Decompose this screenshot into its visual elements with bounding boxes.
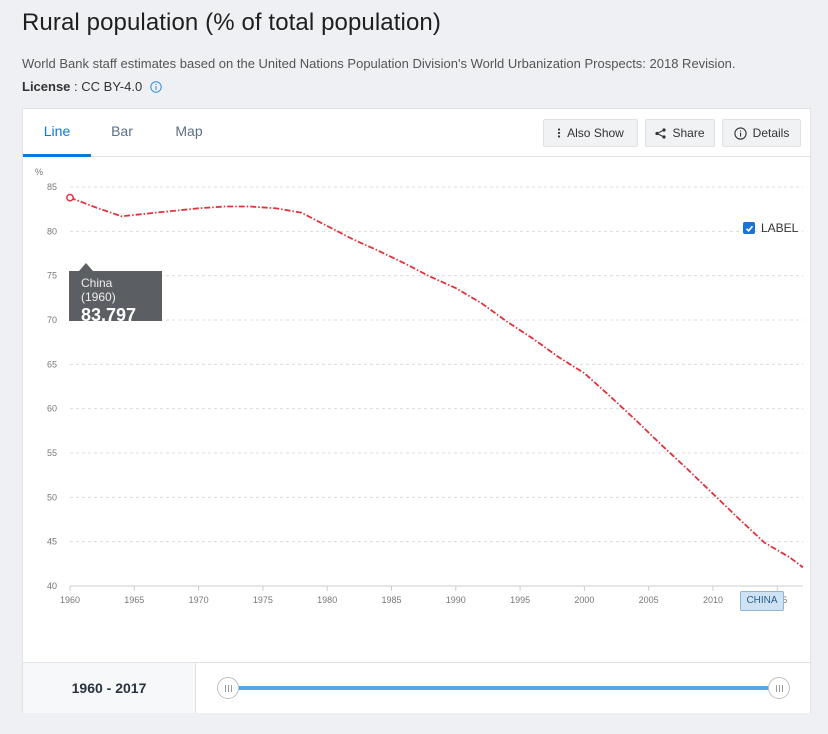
y-tick-label: 85 — [47, 182, 57, 192]
x-tick-label: 1975 — [253, 595, 273, 605]
label-toggle[interactable]: LABEL — [743, 221, 798, 235]
license-row: License : CC BY-4.0 — [22, 79, 162, 94]
x-tick-label: 1995 — [510, 595, 530, 605]
tab-bar[interactable]: Bar — [111, 123, 133, 139]
x-tick-label: 2005 — [639, 595, 659, 605]
share-label: Share — [672, 126, 705, 140]
y-axis-label: % — [35, 167, 43, 177]
range-slider-track[interactable] — [229, 686, 779, 690]
line-chart: 40 45 50 55 60 65 70 75 80 85% 1960 1965 1970 1975 198… — [35, 167, 804, 605]
label-toggle-text: LABEL — [761, 221, 799, 235]
y-tick-label: 55 — [47, 448, 57, 458]
more-vertical-icon — [558, 128, 561, 138]
range-slider-end-handle[interactable] — [768, 677, 790, 699]
y-tick-label: 60 — [47, 404, 57, 414]
time-range-footer: 1960 - 2017 — [23, 662, 810, 713]
tab-map[interactable]: Map — [175, 123, 203, 139]
chart-area: 40 45 50 55 60 65 70 75 80 85% 1960 1965 1970 1975 198… — [23, 158, 810, 662]
x-tick-label: 1970 — [189, 595, 209, 605]
chart-panel: Line Bar Map Also Show Share Details 40 4… — [22, 108, 811, 713]
license-separator: : — [70, 79, 82, 94]
tooltip-name: China (1960) — [81, 276, 116, 304]
y-tick-label: 80 — [47, 226, 57, 236]
x-tick-label: 2010 — [703, 595, 723, 605]
x-tick-label: 1990 — [446, 595, 466, 605]
indicator-description: World Bank staff estimates based on the … — [22, 56, 736, 71]
x-tick-label: 1980 — [317, 595, 337, 605]
y-tick-label: 45 — [47, 537, 57, 547]
range-slider-start-handle[interactable] — [217, 677, 239, 699]
y-tick-label: 65 — [47, 359, 57, 369]
x-tick-label: 2000 — [574, 595, 594, 605]
share-button[interactable]: Share — [645, 119, 715, 147]
x-tick-label: 1985 — [381, 595, 401, 605]
also-show-button[interactable]: Also Show — [543, 119, 638, 147]
details-label: Details — [752, 126, 790, 140]
chart-tooltip: China (1960) 83.797 — [69, 263, 162, 325]
share-icon — [655, 127, 667, 139]
also-show-label: Also Show — [567, 126, 624, 140]
x-tick-label: 1960 — [60, 595, 80, 605]
y-tick-label: 75 — [47, 271, 57, 281]
chart-tabs: Line Bar Map Also Show Share Details — [23, 109, 810, 157]
license-value: CC BY-4.0 — [81, 79, 143, 94]
page-title: Rural population (% of total population) — [22, 9, 441, 36]
tab-line[interactable]: Line — [23, 109, 91, 157]
tooltip-value: 83.797 — [81, 305, 137, 325]
details-button[interactable]: Details — [722, 119, 801, 147]
label-checkbox[interactable] — [743, 222, 755, 234]
series-line-china — [69, 196, 804, 569]
grip-icon — [224, 684, 232, 692]
info-icon[interactable] — [150, 80, 162, 93]
y-tick-label: 70 — [47, 315, 57, 325]
x-tick-label: 1965 — [124, 595, 144, 605]
license-label: License — [22, 79, 71, 94]
check-icon — [745, 225, 753, 232]
year-range: 1960 - 2017 — [23, 663, 196, 713]
series-tag: CHINA — [740, 591, 784, 611]
highlight-point — [66, 193, 74, 202]
grip-icon — [775, 684, 783, 692]
y-tick-label: 50 — [47, 492, 57, 502]
y-tick-label: 40 — [47, 581, 57, 591]
info-circle-icon — [734, 126, 747, 140]
